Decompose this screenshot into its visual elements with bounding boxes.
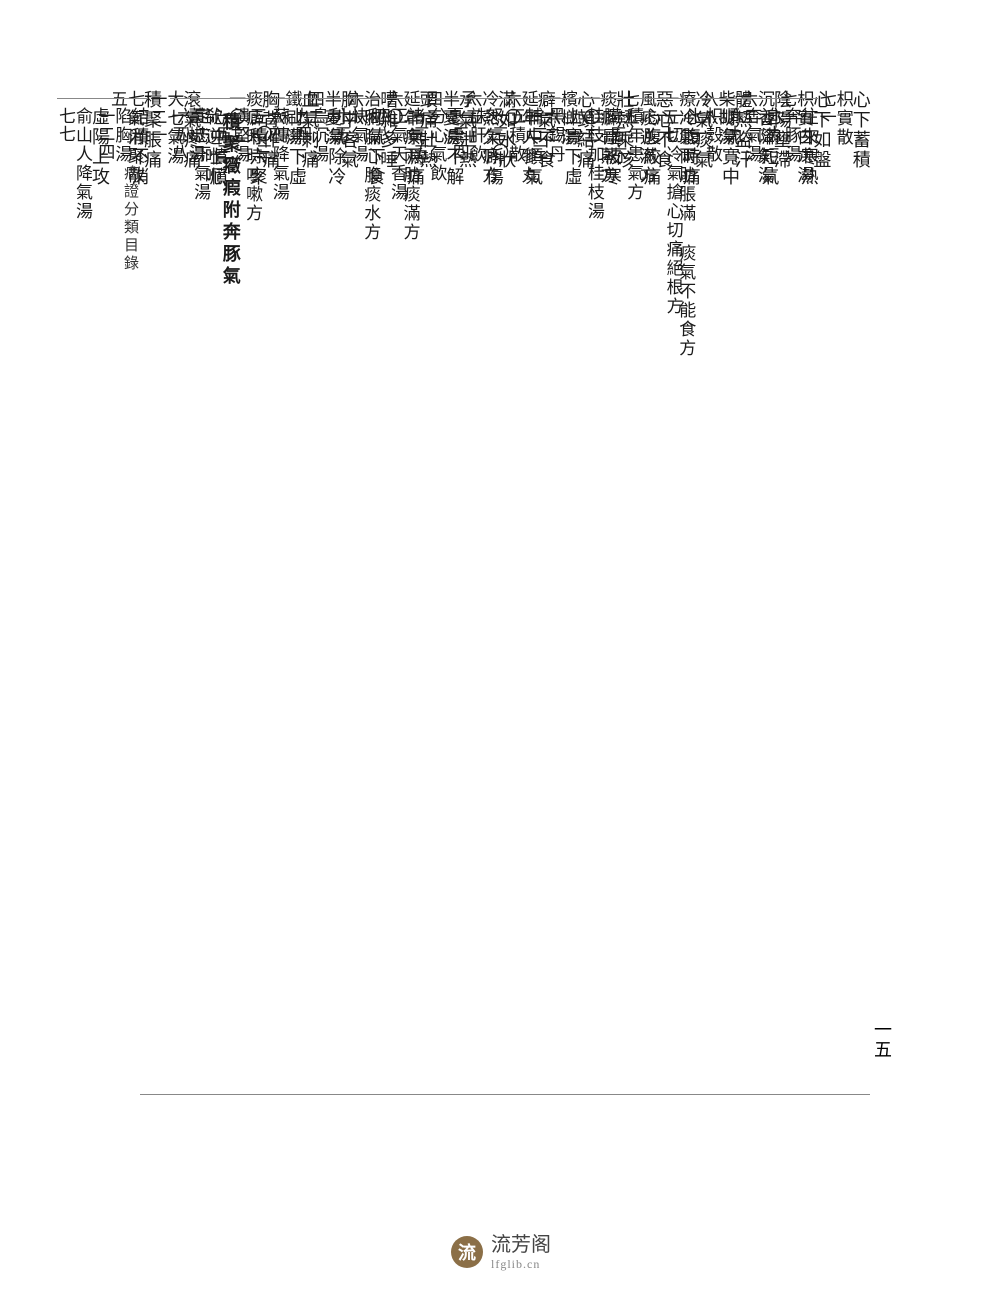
- toc-column: 心下蓄積枳實散七一往來寒熱奔豚湯六九: [849, 90, 870, 1086]
- entry-formula: 分心氣飲: [428, 107, 445, 602]
- entry-page: 一二四: [96, 107, 113, 602]
- entry-formula: 誅肝飲: [468, 107, 485, 602]
- watermark-text: 流芳阁 lfglib.cn: [491, 1233, 551, 1271]
- entry-page: 一三五: [411, 107, 428, 602]
- entry-page: 八一: [569, 107, 586, 602]
- entry-page: 一五六: [608, 107, 625, 602]
- entry-formula: 黑錫丹: [547, 107, 564, 602]
- entry-page: 一二三: [530, 107, 547, 602]
- entry-page: 六五: [333, 107, 350, 602]
- entry-formula: 蘇傳降氣湯: [271, 107, 288, 602]
- entry-formula: 枳實散: [835, 90, 852, 575]
- entry-formula: 俞山人降氣湯: [74, 107, 91, 602]
- toc-entry-upper: 心下蓄積枳實散七一: [818, 90, 870, 575]
- watermark-icon: 流: [451, 1236, 483, 1268]
- entry-formula: 積年患氣方: [625, 107, 642, 602]
- entry-formula: 快氣湯: [350, 107, 367, 602]
- entry-page: 七七: [57, 107, 74, 602]
- entry-formula: 烏沉湯: [310, 107, 327, 602]
- entry-formula: 定志下氣湯: [192, 107, 209, 602]
- entry-page: 七一: [818, 90, 835, 575]
- entry-formula: 一切冷氣搶心切痛絕根方: [665, 107, 682, 602]
- entry-title: 心下蓄積: [852, 90, 870, 575]
- entry-page: 七一: [687, 107, 704, 602]
- entry-page: 一: [648, 107, 665, 602]
- toc-columns: 心下蓄積枳實散七一往來寒熱奔豚湯六九心下如盤枳實白朮湯七一迫滿短氣奔氣湯六九陰陽…: [140, 90, 870, 1095]
- entry-page: 一五三: [215, 107, 232, 602]
- header-label: 病證分類目錄: [120, 165, 141, 273]
- entry-page: 六九: [726, 107, 743, 602]
- watermark-en: lfglib.cn: [491, 1257, 551, 1271]
- toc-entry-lower: 往來寒熱奔豚湯六九: [766, 98, 818, 602]
- entry-page: 九四: [293, 107, 310, 602]
- entry-title: 往來寒熱: [800, 107, 818, 602]
- entry-formula: 奔氣湯: [743, 107, 760, 602]
- entry-page: 四八: [372, 107, 389, 602]
- entry-page: 六九: [766, 107, 783, 602]
- watermark-cn: 流芳阁: [491, 1233, 551, 1257]
- entry-page: 一二一: [148, 90, 165, 575]
- page-number: 一五: [869, 1020, 895, 1060]
- entry-page: 六八: [175, 107, 192, 602]
- entry-page: 一〇三: [254, 107, 271, 602]
- page-content: 病證分類目錄 心下蓄積枳實散七一往來寒熱奔豚湯六九心下如盤枳實白朮湯七一迫滿短氣…: [140, 90, 870, 1190]
- watermark: 流 流芳阁 lfglib.cn: [451, 1233, 551, 1271]
- entry-page: 一三四: [451, 107, 468, 602]
- entry-formula: 枳殼散: [704, 107, 721, 602]
- entry-page: 一三〇: [490, 107, 507, 602]
- entry-formula: 潰堅湯: [232, 107, 249, 602]
- entry-formula: 桂枝加桂枝湯: [586, 107, 603, 602]
- entry-formula: 五積散: [507, 107, 524, 602]
- entry-formula: 正氣天香湯: [389, 107, 406, 602]
- entry-formula: 奔豚湯: [783, 107, 800, 602]
